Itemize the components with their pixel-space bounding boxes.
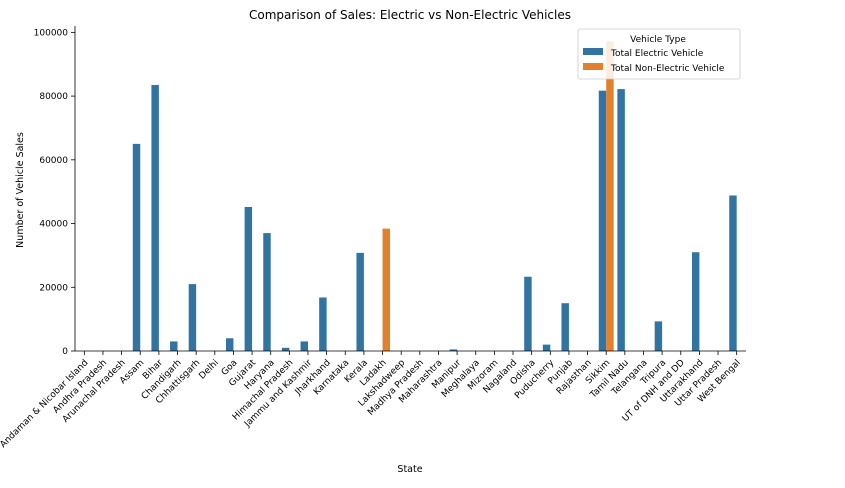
chart-title: Comparison of Sales: Electric vs Non-Ele… [249, 8, 571, 22]
bar-electric [170, 341, 178, 351]
bar-non-electric [382, 228, 390, 351]
y-axis: 0 20000 40000 60000 80000 100000 [34, 28, 75, 357]
y-tick-label: 20000 [39, 283, 68, 293]
bar-electric [691, 252, 700, 351]
y-tick-label: 100000 [34, 28, 69, 38]
y-tick-label: 0 [62, 347, 68, 357]
bar-electric [151, 84, 159, 351]
bar-electric [449, 349, 458, 351]
bar-electric [654, 321, 663, 351]
y-axis-label: Number of Vehicle Sales [15, 132, 26, 248]
y-tick-label: 60000 [39, 156, 68, 166]
bar-electric [132, 143, 141, 351]
bar-electric [300, 341, 308, 351]
bar-electric [319, 297, 327, 351]
bar-electric [729, 195, 737, 351]
bar-electric [263, 233, 271, 351]
legend: Vehicle Type Total Electric Vehicle Tota… [577, 28, 741, 80]
bar-electric [356, 252, 364, 351]
bars [132, 41, 737, 352]
legend-box [577, 28, 741, 80]
bar-electric [524, 276, 532, 351]
legend-title: Vehicle Type [630, 35, 686, 45]
bar-electric [598, 90, 607, 352]
y-tick-label: 40000 [39, 220, 68, 230]
bar-electric [188, 284, 197, 351]
legend-label-electric: Total Electric Vehicle [610, 49, 704, 59]
bar-electric [225, 338, 234, 351]
y-tick-label: 80000 [39, 92, 68, 102]
x-tick-label: Delhi [197, 358, 220, 381]
legend-swatch-non-electric [583, 63, 603, 70]
legend-swatch-electric [583, 48, 603, 55]
bar-electric [244, 206, 253, 351]
bar-electric [542, 344, 551, 351]
legend-label-non-electric: Total Non-Electric Vehicle [610, 64, 725, 74]
bar-electric [561, 303, 569, 351]
bar-electric [617, 89, 625, 352]
x-axis-label: State [397, 464, 422, 475]
bar-non-electric [606, 41, 614, 351]
bar-electric [281, 347, 290, 351]
